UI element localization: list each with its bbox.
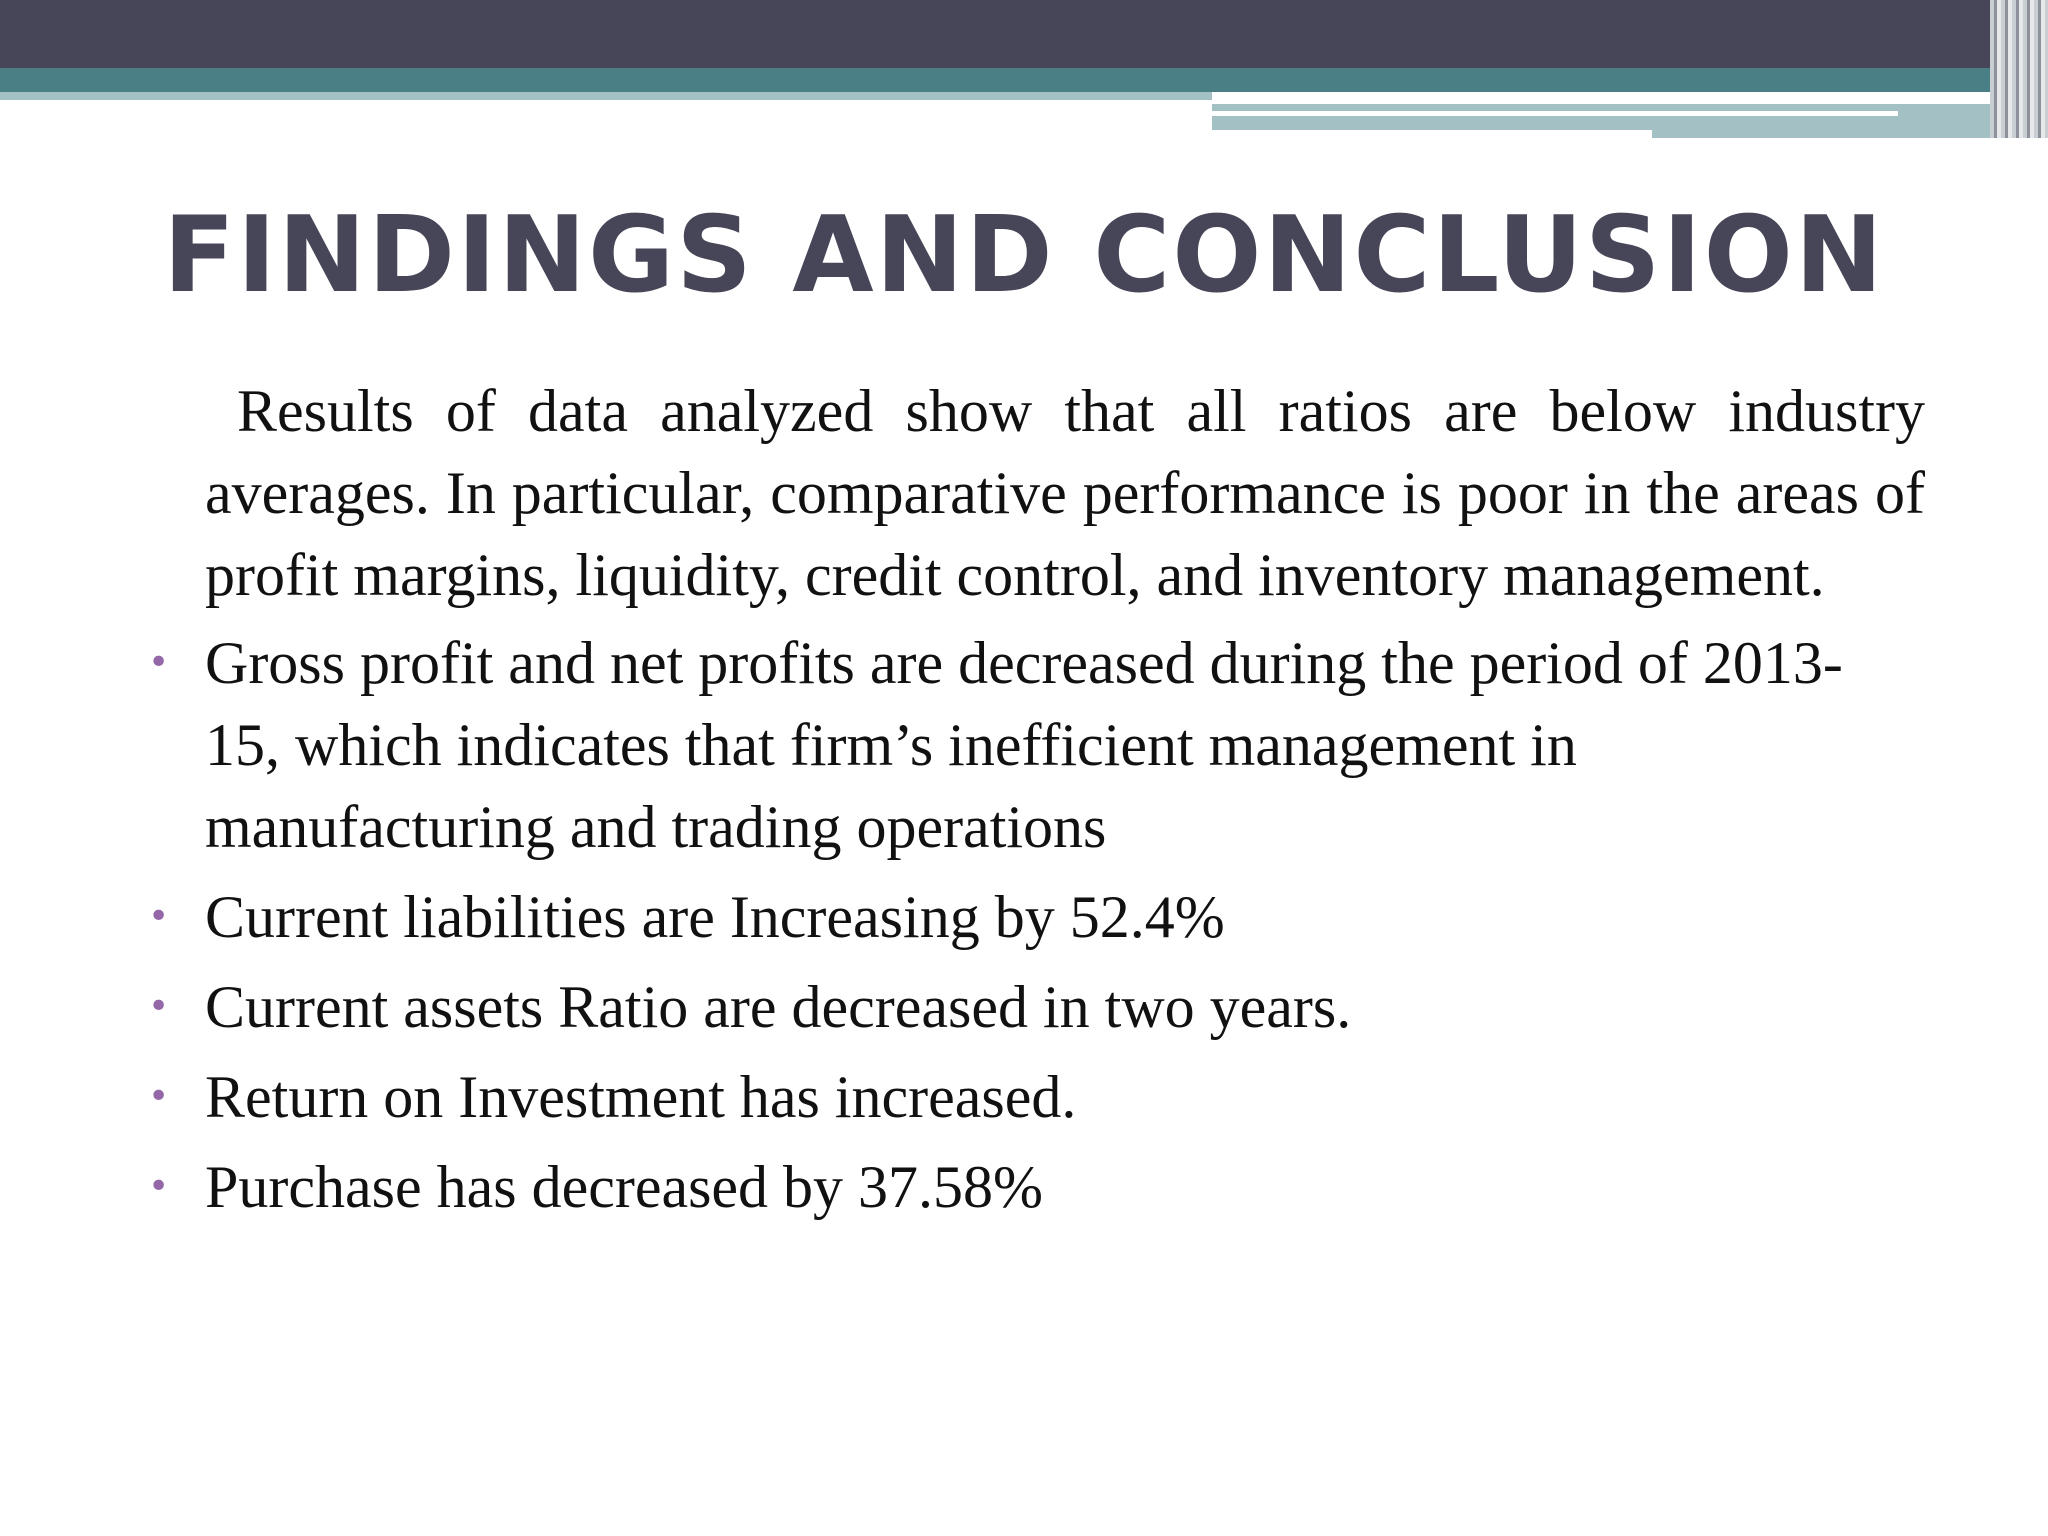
bullet-icon: • bbox=[148, 896, 170, 937]
header-edge-lines bbox=[1990, 0, 2048, 138]
bullet-icon: • bbox=[148, 1166, 170, 1207]
bullet-text: Purchase has decreased by 37.58% bbox=[205, 1154, 1044, 1220]
bullet-icon: • bbox=[148, 642, 170, 683]
bullet-text: Gross profit and net profits are decreas… bbox=[205, 630, 1843, 860]
bullet-item: • Current assets Ratio are decreased in … bbox=[148, 966, 1925, 1048]
bullet-icon: • bbox=[148, 1076, 170, 1117]
header-light-bar-left bbox=[0, 92, 1212, 100]
bullet-text: Current liabilities are Increasing by 52… bbox=[205, 884, 1225, 950]
bullet-icon: • bbox=[148, 986, 170, 1027]
intro-paragraph: Results of data analyzed show that all r… bbox=[205, 378, 1925, 608]
bullet-item: • Gross profit and net profits are decre… bbox=[148, 622, 1925, 868]
bullet-text: Current assets Ratio are decreased in tw… bbox=[205, 974, 1352, 1040]
header-teal-bar bbox=[0, 68, 2048, 92]
bullet-list: • Gross profit and net profits are decre… bbox=[148, 622, 1925, 1228]
slide-title: FINDINGS AND CONCLUSION bbox=[163, 194, 1885, 316]
header-white-stripe bbox=[1212, 111, 1898, 116]
header-notch bbox=[1652, 130, 2042, 138]
bullet-item: • Current liabilities are Increasing by … bbox=[148, 876, 1925, 958]
bullet-item: • Return on Investment has increased. bbox=[148, 1056, 1925, 1138]
bullet-text: Return on Investment has increased. bbox=[205, 1064, 1077, 1130]
bullet-item: • Purchase has decreased by 37.58% bbox=[148, 1146, 1925, 1228]
header-light-bar-right bbox=[1212, 104, 2012, 130]
header-band bbox=[0, 0, 2048, 68]
slide-body: Results of data analyzed show that all r… bbox=[148, 370, 1925, 1236]
